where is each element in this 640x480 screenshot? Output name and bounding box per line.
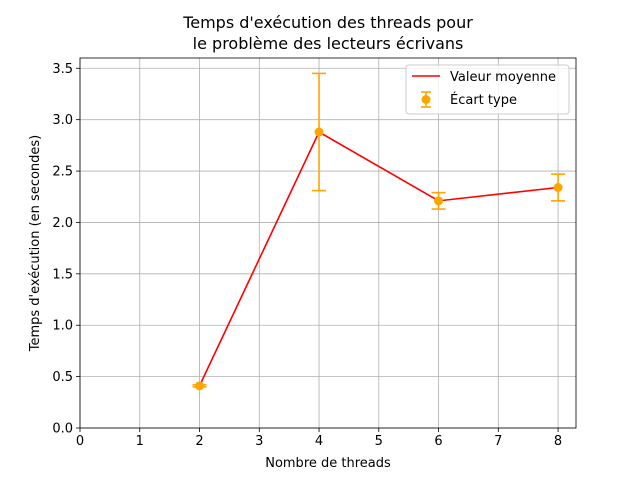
x-tick-label: 2: [195, 434, 203, 449]
data-point: [553, 183, 563, 192]
legend-label-std: Écart type: [450, 92, 517, 108]
errorbar-point: [192, 381, 207, 391]
data-point: [314, 127, 324, 137]
x-tick-label: 1: [136, 434, 144, 449]
y-tick-label: 3.0: [52, 113, 73, 128]
data-point: [434, 196, 444, 206]
y-tick-label: 1.0: [52, 319, 73, 334]
y-tick-label: 3.5: [52, 62, 73, 77]
legend-frame: [405, 64, 570, 115]
legend-errorbar-marker: [421, 91, 431, 108]
plot-area: [192, 72, 566, 391]
data-point: [195, 381, 205, 391]
chart-title-line-1: Temps d'exécution des threads pour: [182, 13, 473, 32]
y-tick-label: 2.5: [52, 165, 73, 180]
y-tick-label: 2.0: [52, 216, 73, 231]
legend-label-mean: Valeur moyenne: [450, 70, 556, 85]
errorbar-point: [551, 173, 566, 202]
errorbar-point: [431, 191, 446, 210]
y-axis-label: Temps d'exécution (en secondes): [28, 135, 43, 353]
x-tick-label: 5: [375, 434, 383, 449]
x-tick-label: 6: [434, 434, 442, 449]
axes-frame: [79, 57, 577, 429]
axes: 0 1 2 3 4 5 6 7 8 0.0 0.5 1.0 1.5 2.0 2.5 3.0 3.5: [52, 57, 577, 449]
y-tick-label: 0.0: [52, 422, 73, 437]
legend: Valeur moyenne Écart type: [405, 64, 570, 115]
x-tick-label: 4: [315, 434, 323, 449]
y-tick-label: 0.5: [52, 370, 73, 385]
x-tick-label: 7: [494, 434, 502, 449]
x-axis-label: Nombre de threads: [265, 456, 391, 471]
x-tick-label: 8: [554, 434, 562, 449]
x-tick-label: 3: [255, 434, 263, 449]
chart-title-line-2: le problème des lecteurs écrivans: [193, 34, 464, 53]
x-tick-label: 0: [76, 434, 84, 449]
grid: [79, 58, 576, 429]
errorbar-point: [312, 72, 327, 192]
series-line-mean: [198, 130, 559, 387]
y-tick-label: 1.5: [52, 267, 73, 282]
